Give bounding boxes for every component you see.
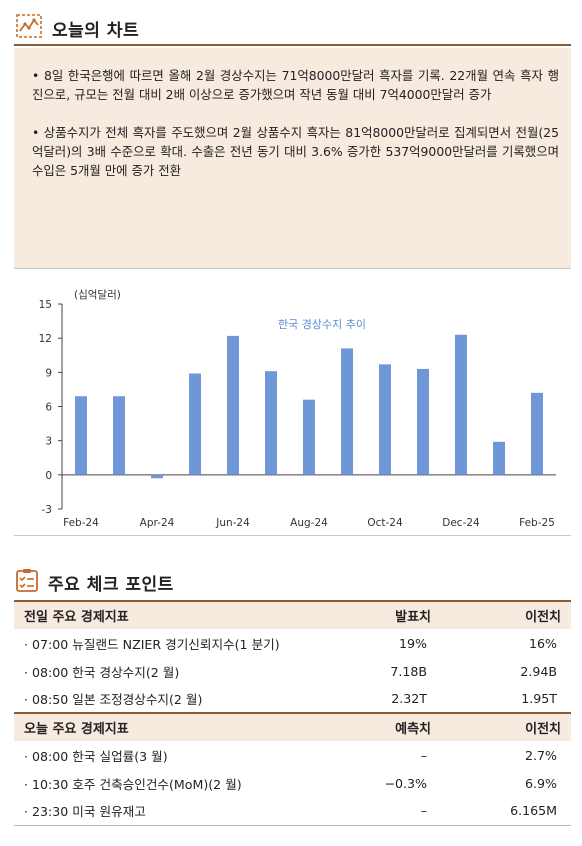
bar-Aug-24 <box>303 399 315 475</box>
row-value: – <box>420 747 427 763</box>
summary-panel: • 8일 한국은행에 따르면 올해 2월 경상수지는 71억8000만달러 흑자… <box>14 48 571 268</box>
summary-paragraph: • 8일 한국은행에 따르면 올해 2월 경상수지는 71억8000만달러 흑자… <box>32 68 559 102</box>
section-title: 주요 체크 포인트 <box>48 574 174 595</box>
bar-Jun-24 <box>227 335 239 475</box>
table-header-row: 오늘 주요 경제지표 예측치 이전치 <box>14 712 571 741</box>
bar-Oct-24 <box>379 364 391 475</box>
row-previous: 2.7% <box>525 747 557 763</box>
row-value: −0.3% <box>384 775 427 791</box>
chart-title: 한국 경상수지 추이 <box>278 318 366 331</box>
row-previous: 2.94B <box>520 663 557 679</box>
table-row: · 07:00 뉴질랜드 NZIER 경기신뢰지수(1 분기) 19% 16% <box>14 629 571 657</box>
bar-Mar-24 <box>113 396 125 475</box>
bar-Jan-25 <box>493 441 505 475</box>
header-label: 전일 주요 경제지표 <box>14 600 331 629</box>
bar-Jul-24 <box>265 371 277 475</box>
x-tick-label: Feb-24 <box>63 517 99 529</box>
bar-Sep-24 <box>341 348 353 475</box>
bar-Apr-24 <box>151 474 163 479</box>
row-value: 2.32T <box>391 691 427 706</box>
x-tick-label: Feb-25 <box>519 517 555 529</box>
header-col-previous: 이전치 <box>441 600 571 629</box>
row-label: · 08:50 일본 조정경상수지(2 월) <box>24 692 203 707</box>
chart-line-icon <box>16 14 42 42</box>
indicator-table: 전일 주요 경제지표 발표치 이전치 · 07:00 뉴질랜드 NZIER 경기… <box>14 600 571 826</box>
y-tick-label: 3 <box>45 436 52 448</box>
bar-Nov-24 <box>417 368 429 475</box>
row-value: – <box>331 797 441 826</box>
row-label: · 07:00 뉴질랜드 NZIER 경기신뢰지수(1 분기) <box>24 636 280 652</box>
header-col-previous: 이전치 <box>441 712 571 741</box>
row-previous: 6.165M <box>441 797 571 826</box>
y-tick-label: 12 <box>39 333 52 345</box>
row-label: · 08:00 한국 실업률(3 월) <box>24 748 168 764</box>
x-tick-label: Apr-24 <box>140 517 175 529</box>
summary-paragraph: • 상품수지가 전체 흑자를 주도했으며 2월 상품수지 흑자는 81억8000… <box>32 125 559 178</box>
section-title: 오늘의 차트 <box>52 20 140 41</box>
y-tick-label: -3 <box>42 504 52 516</box>
header-label: 오늘 주요 경제지표 <box>14 712 331 741</box>
y-unit-label: (십억달러) <box>74 289 121 301</box>
row-previous: 16% <box>529 635 557 651</box>
header-col-actual: 발표치 <box>331 600 441 629</box>
table-row: · 23:30 미국 원유재고 – 6.165M <box>14 797 571 826</box>
x-tick-label: Oct-24 <box>367 517 403 529</box>
bar-May-24 <box>189 373 201 475</box>
table-row: · 08:00 한국 경상수지(2 월) 7.18B 2.94B <box>14 657 571 685</box>
section-divider <box>14 44 571 46</box>
section-header-checkpoints: 주요 체크 포인트 <box>16 568 174 596</box>
x-tick-label: Jun-24 <box>215 517 250 529</box>
row-value: 19% <box>399 635 427 651</box>
current-account-chart: -3 0 3 6 9 12 15 (십억달러) 한국 경상수지 추이 Feb-24 Apr-24 Ju… <box>14 268 571 536</box>
row-value: 7.18B <box>390 663 427 679</box>
checklist-icon <box>16 568 38 596</box>
y-tick-label: 15 <box>39 299 52 311</box>
table-row: · 08:50 일본 조정경상수지(2 월) 2.32T 1.95T <box>14 685 571 713</box>
table-row: · 08:00 한국 실업률(3 월) – 2.7% <box>14 741 571 769</box>
bar-Dec-24 <box>455 334 467 475</box>
row-previous: 1.95T <box>521 691 557 706</box>
y-tick-label: 0 <box>45 470 52 482</box>
chart-svg: -3 0 3 6 9 12 15 (십억달러) 한국 경상수지 추이 Feb-24 Apr-24 Ju… <box>39 289 556 529</box>
row-label: · 10:30 호주 건축승인건수(MoM)(2 월) <box>24 776 242 792</box>
bar-Feb-25 <box>531 392 543 475</box>
section-header-today-chart: 오늘의 차트 <box>16 14 139 42</box>
table-row: · 10:30 호주 건축승인건수(MoM)(2 월) −0.3% 6.9% <box>14 769 571 797</box>
x-tick-label: Aug-24 <box>290 517 328 529</box>
row-label: · 08:00 한국 경상수지(2 월) <box>24 664 180 680</box>
x-tick-label: Dec-24 <box>442 517 480 529</box>
y-tick-label: 6 <box>45 402 52 414</box>
row-label: · 23:30 미국 원유재고 <box>14 797 331 826</box>
row-previous: 6.9% <box>525 775 557 791</box>
y-tick-label: 9 <box>45 367 52 379</box>
table-header-row: 전일 주요 경제지표 발표치 이전치 <box>14 600 571 629</box>
header-col-forecast: 예측치 <box>331 712 441 741</box>
bar-Feb-24 <box>75 396 87 475</box>
